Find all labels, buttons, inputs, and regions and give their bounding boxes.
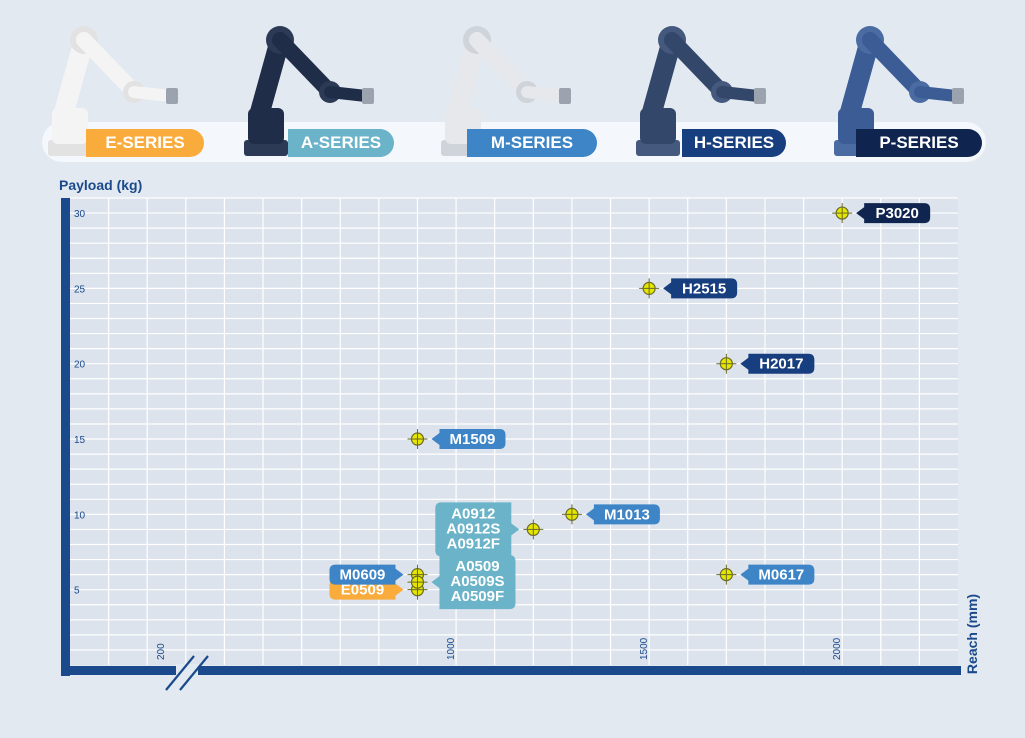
- x-axis-line: [61, 666, 961, 675]
- gridlines: [70, 197, 958, 665]
- crosshair-marker: [407, 429, 428, 450]
- data-point-h2017: H2017: [716, 353, 815, 374]
- callout-bubble: [856, 203, 931, 224]
- series-item-h-series: H-SERIES: [630, 0, 820, 165]
- point-label: H2017: [759, 356, 803, 373]
- robot-arm-icon: [244, 26, 374, 156]
- callout-bubble: [431, 555, 516, 610]
- point-label: M1509: [450, 431, 496, 448]
- x-tick-label: 1500: [639, 637, 650, 660]
- y-tick-label: 25: [74, 284, 86, 295]
- callout-bubble: [663, 278, 738, 299]
- crosshair-marker: [832, 203, 853, 224]
- point-label: M1013: [604, 506, 650, 523]
- point-label: P3020: [875, 205, 918, 222]
- data-point-h2515: H2515: [639, 278, 738, 299]
- series-label: H-SERIES: [682, 129, 786, 157]
- point-label: A0509: [455, 558, 499, 575]
- crosshair-marker: [716, 564, 737, 585]
- y-axis-line: [61, 198, 70, 676]
- data-point-m1013: M1013: [561, 504, 660, 525]
- series-item-e-series: E-SERIES: [42, 0, 232, 165]
- robot-arm-icon: [636, 26, 766, 156]
- series-label: P-SERIES: [856, 129, 982, 157]
- point-label: A0509F: [451, 588, 504, 605]
- y-tick-label: 15: [74, 435, 86, 446]
- point-label: A0912F: [447, 535, 500, 552]
- callout-bubble: [740, 564, 815, 585]
- point-label: A0509S: [450, 573, 504, 590]
- y-tick-label: 20: [74, 360, 86, 371]
- crosshair-marker: [716, 353, 737, 374]
- y-axis-title: Payload (kg): [59, 177, 142, 193]
- axis-break-marker: [165, 655, 209, 691]
- crosshair-marker: [407, 572, 428, 593]
- crosshair-marker: [523, 519, 544, 540]
- callout-bubble: [435, 502, 520, 557]
- series-label: E-SERIES: [86, 129, 204, 157]
- point-label: A0912: [451, 505, 495, 522]
- series-item-m-series: M-SERIES: [435, 0, 625, 165]
- callout-bubble: [329, 579, 404, 600]
- x-tick-label: 2000: [832, 637, 843, 660]
- x-tick-label: 200: [156, 643, 167, 660]
- y-tick-label: 30: [74, 209, 86, 220]
- data-point-m1509: M1509: [407, 429, 506, 450]
- callout-bubble: [329, 564, 404, 585]
- y-tick-label: 5: [74, 586, 80, 597]
- series-item-p-series: P-SERIES: [828, 0, 1018, 165]
- crosshair-marker: [639, 278, 660, 299]
- point-label: M0617: [758, 567, 804, 584]
- x-axis-title: Reach (mm): [964, 594, 980, 674]
- series-label: A-SERIES: [288, 129, 394, 157]
- callout-bubble: [431, 429, 506, 450]
- crosshair-marker: [561, 504, 582, 525]
- x-tick-label: 1000: [446, 637, 457, 660]
- series-label: M-SERIES: [467, 129, 597, 157]
- callout-bubble: [740, 353, 815, 374]
- y-tick-label: 10: [74, 510, 86, 521]
- series-item-a-series: A-SERIES: [238, 0, 428, 165]
- point-label: H2515: [682, 280, 726, 297]
- point-label: M0609: [340, 567, 386, 584]
- data-point-m0617: M0617: [716, 564, 815, 585]
- point-label: E0509: [341, 582, 384, 599]
- data-point-p3020: P3020: [832, 203, 931, 224]
- point-label: A0912S: [446, 520, 500, 537]
- robot-arm-icon: [48, 26, 178, 156]
- callout-bubble: [585, 504, 660, 525]
